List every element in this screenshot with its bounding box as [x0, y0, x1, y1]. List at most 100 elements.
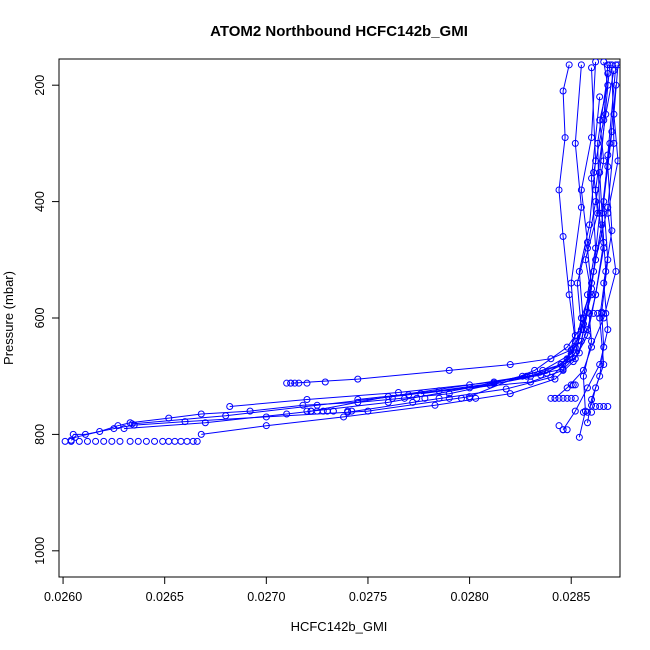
data-point: [75, 437, 83, 445]
data-point: [612, 267, 620, 275]
data-point: [547, 394, 555, 402]
series-line-3: [123, 67, 597, 430]
data-point: [81, 430, 89, 438]
data-point: [108, 437, 116, 445]
data-point: [614, 61, 620, 69]
series-layer: [61, 59, 620, 445]
data-point: [567, 394, 575, 402]
data-point: [598, 209, 606, 217]
data-point: [126, 437, 134, 445]
data-point: [571, 349, 579, 357]
data-point: [604, 61, 612, 69]
data-point: [594, 309, 602, 317]
data-point: [193, 437, 201, 445]
series-line-10: [420, 70, 615, 395]
data-point: [555, 422, 563, 430]
data-point: [409, 398, 417, 406]
data-point: [571, 407, 579, 415]
data-point: [61, 437, 69, 445]
data-point: [92, 437, 100, 445]
data-point: [596, 209, 604, 217]
data-point: [83, 437, 91, 445]
data-point: [569, 381, 577, 389]
data-point: [287, 379, 295, 387]
data-point: [303, 379, 311, 387]
data-point: [303, 395, 311, 403]
data-point: [96, 427, 104, 435]
data-point: [588, 134, 596, 142]
data-point: [596, 314, 604, 322]
data-point: [486, 381, 494, 389]
series-line-6: [290, 64, 615, 384]
series-line-14: [578, 96, 601, 438]
data-point: [608, 128, 616, 136]
x-tick-label: 0.0270: [247, 590, 285, 604]
data-point: [555, 394, 563, 402]
data-point: [579, 372, 587, 380]
data-point: [531, 366, 539, 374]
data-point: [151, 437, 159, 445]
chart-title: ATOM2 Northbound HCFC142b_GMI: [210, 23, 468, 40]
data-point: [565, 291, 573, 299]
x-axis-label: HCFC142b_GMI: [291, 619, 388, 634]
plot-frame: [58, 58, 621, 578]
data-point: [596, 361, 604, 369]
data-point: [604, 70, 612, 78]
data-point: [201, 419, 209, 427]
data-point: [551, 375, 559, 383]
data-point: [197, 430, 205, 438]
data-point: [604, 326, 612, 334]
data-point: [594, 209, 602, 217]
data-point: [563, 394, 571, 402]
data-point: [583, 419, 591, 427]
data-point: [417, 390, 425, 398]
data-point: [583, 291, 591, 299]
data-point: [472, 394, 480, 402]
data-point: [559, 366, 567, 374]
data-point: [590, 267, 598, 275]
data-point: [142, 437, 150, 445]
data-point: [262, 422, 270, 430]
x-tick-label: 0.0275: [349, 590, 387, 604]
x-tick-label: 0.0260: [44, 590, 82, 604]
data-point: [612, 81, 620, 89]
data-point: [67, 437, 75, 445]
y-axis: 200 400 600 800 1000: [33, 75, 60, 565]
data-point: [600, 402, 608, 410]
data-point: [559, 87, 567, 95]
x-tick-label: 0.0280: [450, 590, 488, 604]
data-point: [610, 67, 618, 75]
data-point: [586, 309, 594, 317]
data-point: [348, 407, 356, 415]
data-point: [183, 437, 191, 445]
data-point: [563, 426, 571, 434]
series-line-12: [554, 64, 619, 399]
data-point: [222, 412, 230, 420]
data-point: [319, 407, 327, 415]
data-point: [614, 157, 620, 165]
data-point: [577, 61, 585, 69]
x-tick-label: 0.0265: [146, 590, 184, 604]
data-point: [413, 394, 421, 402]
data-point: [551, 394, 559, 402]
data-point: [388, 394, 396, 402]
data-point: [592, 402, 600, 410]
data-point: [588, 64, 596, 72]
data-point: [69, 430, 77, 438]
data-point: [321, 378, 329, 386]
data-point: [547, 355, 555, 363]
data-point: [600, 343, 608, 351]
data-point: [226, 402, 234, 410]
x-tick-label: 0.0285: [552, 590, 590, 604]
data-point: [596, 372, 604, 380]
data-point: [588, 174, 596, 182]
data-point: [537, 371, 545, 379]
data-point: [354, 395, 362, 403]
data-point: [579, 408, 587, 416]
data-point: [590, 309, 598, 317]
data-point: [579, 314, 587, 322]
data-point: [344, 407, 352, 415]
data-point: [165, 437, 173, 445]
y-tick-label: 400: [33, 191, 47, 212]
